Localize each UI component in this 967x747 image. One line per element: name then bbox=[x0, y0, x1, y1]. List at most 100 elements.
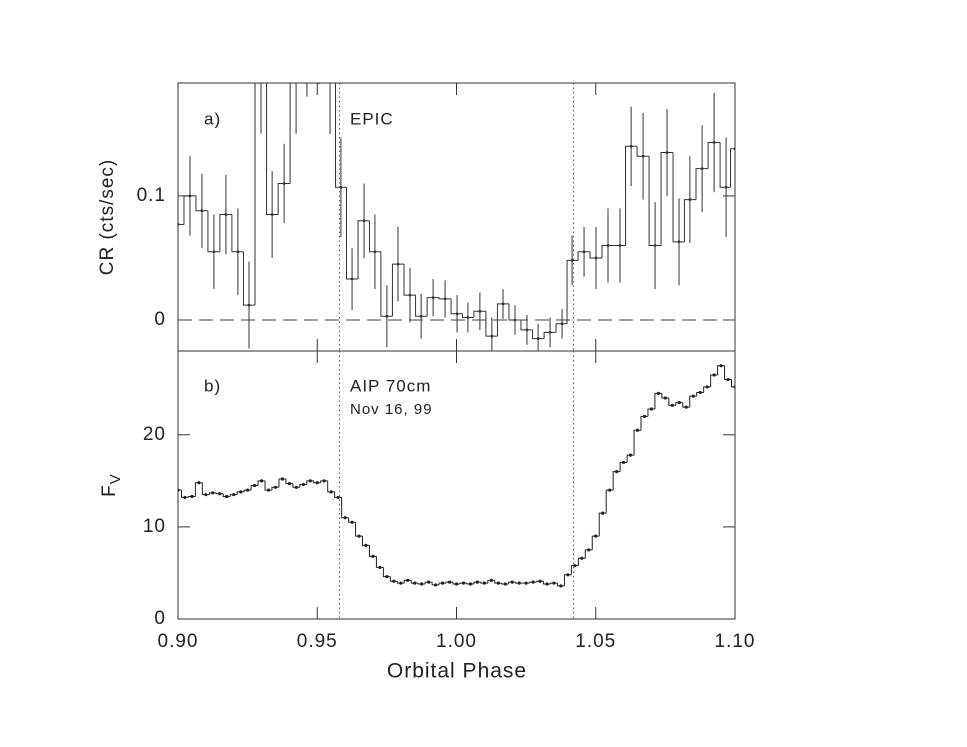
data-point bbox=[357, 534, 361, 538]
step bbox=[207, 210, 220, 253]
data-point bbox=[247, 303, 251, 307]
data-point bbox=[560, 322, 564, 326]
data-point bbox=[478, 309, 482, 313]
data-point bbox=[531, 580, 535, 584]
data-point bbox=[622, 460, 626, 465]
step bbox=[473, 310, 486, 318]
data-point bbox=[719, 364, 723, 368]
step bbox=[496, 303, 509, 337]
data-point bbox=[339, 185, 343, 189]
data-point bbox=[318, 21, 321, 24]
data-point bbox=[260, 58, 263, 61]
data-point bbox=[615, 470, 619, 474]
data-point bbox=[294, 485, 298, 489]
step bbox=[375, 556, 384, 568]
data-point bbox=[225, 494, 229, 499]
data-point bbox=[700, 167, 704, 171]
data-point bbox=[601, 511, 605, 515]
data-point bbox=[406, 578, 410, 582]
data-point bbox=[489, 578, 493, 582]
data-point bbox=[698, 390, 702, 395]
data-point bbox=[656, 391, 661, 395]
panel bbox=[178, 21, 735, 351]
data-point bbox=[475, 580, 479, 584]
data-point bbox=[490, 334, 494, 338]
y-axis-label-sub: V bbox=[107, 473, 124, 484]
step bbox=[195, 195, 208, 212]
data-point bbox=[419, 314, 423, 318]
data-point bbox=[545, 582, 549, 586]
data-point bbox=[362, 219, 366, 223]
data-point bbox=[482, 581, 486, 585]
step bbox=[577, 251, 591, 261]
y-tick-label: 0.1 bbox=[137, 185, 166, 206]
panel-label: a) bbox=[204, 109, 221, 128]
data-point bbox=[200, 209, 204, 213]
step bbox=[266, 83, 279, 216]
step bbox=[302, 35, 313, 72]
step bbox=[327, 480, 335, 493]
step bbox=[426, 297, 440, 317]
data-point bbox=[273, 485, 278, 489]
data-point bbox=[635, 428, 640, 432]
data-point bbox=[259, 479, 264, 483]
x-tick-label: 0.95 bbox=[297, 631, 338, 652]
data-point bbox=[252, 483, 257, 488]
data-point bbox=[239, 490, 243, 494]
data-point bbox=[649, 407, 654, 411]
data-point bbox=[447, 580, 452, 584]
data-point bbox=[688, 198, 692, 202]
y-tick-label: 0 bbox=[154, 608, 166, 629]
data-point bbox=[677, 240, 681, 244]
data-point bbox=[670, 403, 674, 407]
data-point bbox=[211, 491, 215, 495]
data-point bbox=[270, 213, 274, 216]
step bbox=[242, 251, 256, 306]
data-point bbox=[204, 493, 208, 497]
data-point bbox=[246, 488, 250, 492]
step bbox=[625, 145, 638, 246]
data-point bbox=[501, 302, 505, 306]
data-point bbox=[431, 296, 435, 300]
data-point bbox=[197, 481, 201, 485]
data-point bbox=[212, 250, 216, 254]
data-point bbox=[373, 250, 377, 254]
plot-frame bbox=[177, 82, 736, 352]
data-point bbox=[364, 543, 368, 547]
plot-frame bbox=[177, 350, 736, 620]
step bbox=[532, 329, 545, 340]
data-point bbox=[306, 33, 309, 36]
data-point bbox=[420, 582, 424, 586]
data-point bbox=[712, 141, 716, 144]
step bbox=[355, 522, 363, 537]
data-point bbox=[322, 479, 326, 483]
step bbox=[633, 429, 642, 456]
data-point bbox=[570, 259, 574, 262]
data-point bbox=[594, 256, 598, 260]
step bbox=[289, 83, 291, 184]
x-tick-label: 1.10 bbox=[715, 631, 756, 652]
data-point bbox=[440, 581, 445, 585]
step bbox=[683, 199, 697, 242]
data-point bbox=[503, 582, 507, 586]
step bbox=[219, 214, 232, 252]
data-point bbox=[385, 575, 389, 579]
step bbox=[345, 187, 359, 280]
step bbox=[660, 151, 674, 246]
step bbox=[710, 374, 718, 387]
annotation: AIP 70cm bbox=[350, 376, 431, 395]
step bbox=[707, 142, 721, 169]
data-point bbox=[468, 582, 473, 586]
y-axis-label-main: F bbox=[99, 484, 120, 497]
data-point bbox=[455, 312, 459, 316]
y-axis-label: CR (cts/sec) bbox=[97, 159, 118, 276]
step bbox=[589, 251, 603, 259]
step bbox=[357, 220, 370, 280]
step bbox=[591, 535, 600, 550]
data-point bbox=[606, 244, 610, 247]
data-point bbox=[642, 414, 647, 418]
data-point bbox=[548, 330, 552, 334]
data-point bbox=[663, 396, 667, 400]
data-point bbox=[350, 277, 354, 281]
data-point bbox=[629, 144, 633, 148]
